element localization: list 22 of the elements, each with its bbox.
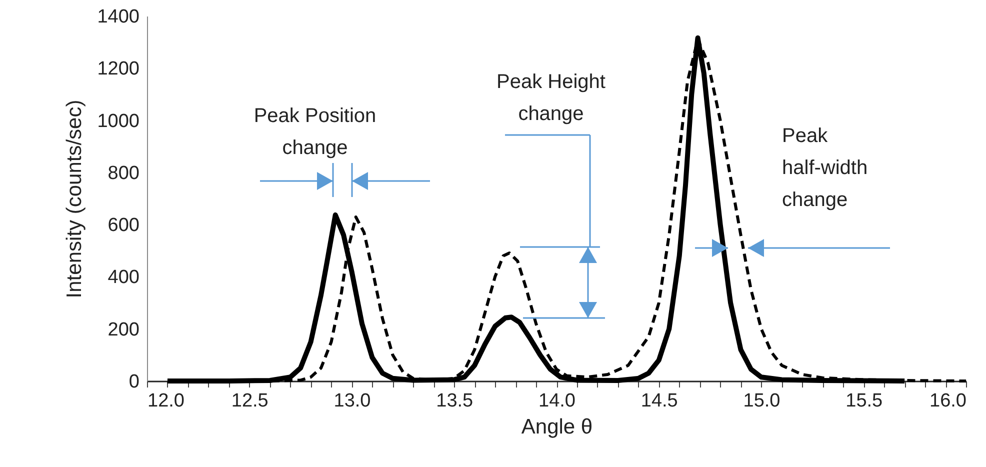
- y-tick-label: 400: [108, 267, 140, 288]
- x-tick-label: 15.5: [846, 390, 883, 412]
- annotation: Peak half-width change: [782, 125, 868, 211]
- y-tick-label: 600: [108, 215, 140, 236]
- x-tick-label: 12.0: [148, 390, 184, 412]
- y-tick-label: 1400: [97, 6, 140, 28]
- x-tick-label: 16.0: [930, 390, 966, 412]
- x-tick-label: 12.5: [231, 390, 268, 412]
- x-tick-label: 14.0: [538, 390, 576, 412]
- y-tick-label: 200: [108, 319, 140, 340]
- x-tick-label: 13.0: [334, 390, 371, 412]
- y-tick-label: 800: [108, 162, 140, 184]
- y-axis-title: Intensity (counts/sec): [63, 100, 86, 298]
- x-tick-label: 14.5: [640, 390, 678, 412]
- x-tick-label: 15.0: [743, 390, 780, 412]
- x-axis-title: Angle θ: [521, 416, 593, 438]
- annotation: Peak Height change: [496, 71, 606, 125]
- y-tick-label: 1200: [97, 58, 140, 80]
- y-tick-label: 0: [128, 372, 140, 392]
- y-tick-label: 1000: [97, 110, 140, 132]
- annotation: Peak Position change: [254, 105, 376, 159]
- x-tick-label: 13.5: [436, 390, 474, 412]
